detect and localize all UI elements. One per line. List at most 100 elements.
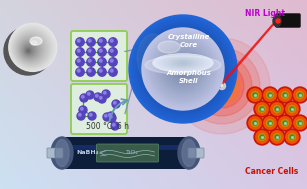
Circle shape [86, 91, 94, 99]
Circle shape [175, 61, 191, 77]
Circle shape [160, 46, 206, 92]
Circle shape [157, 43, 209, 95]
Circle shape [169, 55, 197, 83]
Circle shape [88, 49, 91, 52]
Circle shape [182, 68, 184, 70]
Ellipse shape [180, 62, 186, 64]
Circle shape [277, 109, 278, 110]
Circle shape [168, 54, 198, 84]
Circle shape [141, 27, 225, 111]
Ellipse shape [154, 54, 212, 72]
Circle shape [290, 135, 294, 139]
Ellipse shape [164, 57, 202, 69]
Circle shape [153, 39, 213, 99]
Circle shape [110, 39, 113, 42]
Circle shape [219, 83, 226, 90]
Circle shape [171, 57, 195, 81]
Text: Crystalline
Core: Crystalline Core [168, 34, 210, 48]
Circle shape [275, 135, 279, 139]
Circle shape [262, 87, 278, 103]
Ellipse shape [177, 61, 189, 65]
Circle shape [81, 95, 84, 98]
Circle shape [172, 58, 194, 80]
Circle shape [275, 107, 279, 111]
Circle shape [164, 50, 202, 88]
Circle shape [277, 137, 278, 138]
Circle shape [255, 123, 256, 124]
Circle shape [87, 58, 95, 66]
Circle shape [213, 77, 231, 95]
Circle shape [284, 129, 300, 145]
Circle shape [174, 60, 192, 78]
Circle shape [279, 117, 291, 129]
Circle shape [192, 56, 252, 116]
Circle shape [215, 79, 229, 93]
Circle shape [165, 51, 201, 87]
Circle shape [270, 123, 271, 124]
Circle shape [158, 44, 208, 94]
Circle shape [169, 55, 197, 83]
FancyBboxPatch shape [71, 31, 127, 81]
Circle shape [167, 53, 199, 85]
Circle shape [162, 48, 204, 90]
Ellipse shape [157, 55, 209, 71]
Circle shape [76, 68, 84, 76]
Circle shape [87, 38, 95, 46]
Text: NIR Light: NIR Light [245, 9, 285, 19]
Circle shape [76, 38, 84, 46]
Circle shape [21, 41, 39, 59]
Ellipse shape [165, 58, 201, 68]
Circle shape [264, 89, 276, 101]
Circle shape [294, 89, 306, 101]
Circle shape [10, 26, 54, 70]
Circle shape [21, 42, 37, 58]
Circle shape [103, 113, 111, 121]
Circle shape [142, 28, 224, 110]
Text: Amorphous
Shell: Amorphous Shell [167, 70, 212, 84]
Circle shape [277, 87, 293, 103]
Circle shape [148, 34, 218, 104]
Ellipse shape [173, 60, 193, 66]
Circle shape [98, 48, 106, 56]
Circle shape [15, 33, 47, 65]
Circle shape [156, 42, 210, 96]
Circle shape [180, 66, 186, 72]
Ellipse shape [273, 15, 281, 26]
Circle shape [283, 93, 287, 97]
Circle shape [256, 131, 268, 143]
Circle shape [156, 42, 210, 96]
Circle shape [292, 87, 307, 103]
Circle shape [282, 91, 289, 98]
Circle shape [256, 103, 268, 115]
Circle shape [178, 64, 188, 74]
Circle shape [298, 121, 302, 125]
Circle shape [16, 34, 46, 64]
Circle shape [133, 19, 233, 119]
Circle shape [95, 94, 98, 97]
Circle shape [144, 30, 222, 108]
Circle shape [17, 36, 44, 62]
Circle shape [77, 39, 80, 42]
Circle shape [266, 91, 274, 98]
Circle shape [139, 25, 227, 113]
Circle shape [249, 117, 261, 129]
Circle shape [109, 58, 117, 66]
FancyBboxPatch shape [96, 144, 158, 162]
Circle shape [266, 119, 274, 126]
Circle shape [76, 48, 84, 56]
Circle shape [153, 39, 213, 99]
Ellipse shape [158, 56, 208, 70]
Circle shape [152, 38, 214, 100]
Ellipse shape [175, 61, 191, 65]
Ellipse shape [145, 56, 221, 74]
Circle shape [271, 131, 283, 143]
Circle shape [12, 28, 52, 68]
FancyBboxPatch shape [71, 84, 127, 134]
Circle shape [286, 131, 298, 143]
Circle shape [145, 31, 221, 107]
Circle shape [174, 60, 192, 78]
Circle shape [262, 137, 263, 138]
Circle shape [22, 43, 37, 57]
Circle shape [164, 50, 202, 88]
Circle shape [18, 37, 42, 61]
